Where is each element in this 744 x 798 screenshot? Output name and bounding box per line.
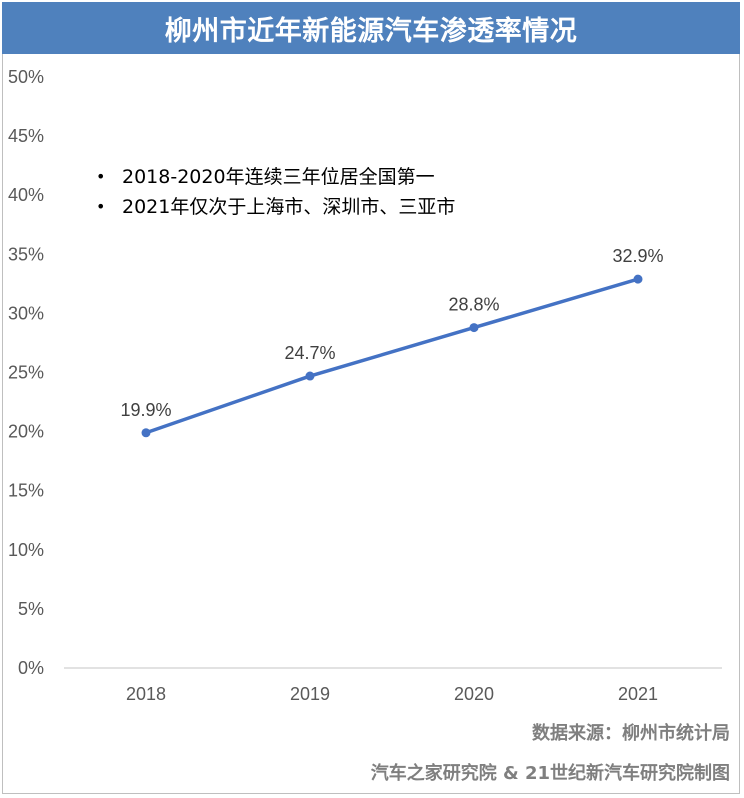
x-tick-label: 2018 [126,684,166,704]
y-tick-label: 5% [18,599,44,619]
y-tick-label: 40% [8,185,44,205]
note-item: • 2021年仅次于上海市、深圳市、三亚市 [96,192,455,222]
data-point [305,371,315,381]
note-item: • 2018-2020年连续三年位居全国第一 [96,162,455,192]
series-line [145,277,639,435]
y-tick-label: 20% [8,422,44,442]
data-labels: 19.9% 24.7% 28.8% 32.9% [120,246,663,420]
data-point [141,428,151,438]
data-label: 32.9% [612,246,663,266]
chart-credit: 汽车之家研究院 & 21世纪新汽车研究院制图 [370,763,730,784]
data-points [141,274,643,438]
data-label: 24.7% [284,343,335,363]
data-source: 数据来源：柳州市统计局 [532,723,730,744]
y-tick-label: 25% [8,363,44,383]
data-label: 28.8% [448,295,499,315]
x-tick-label: 2021 [618,684,658,704]
y-tick-label: 10% [8,540,44,560]
y-tick-label: 30% [8,303,44,323]
data-point [633,274,643,284]
note-text: 2018-2020年连续三年位居全国第一 [122,166,435,188]
x-axis-ticks: 2018 2019 2020 2021 [126,684,658,704]
notes-list: • 2018-2020年连续三年位居全国第一 • 2021年仅次于上海市、深圳市… [96,162,455,222]
y-tick-label: 0% [18,658,44,678]
y-tick-label: 50% [8,67,44,87]
chart-title: 柳州市近年新能源汽车渗透率情况 [2,2,740,54]
y-tick-label: 45% [8,126,44,146]
y-axis-ticks: 0% 5% 10% 15% 20% 25% 30% 35% 40% 45% 50% [8,67,44,678]
note-text: 2021年仅次于上海市、深圳市、三亚市 [122,196,456,218]
data-label: 19.9% [120,400,171,420]
y-tick-label: 15% [8,481,44,501]
bullet-icon: • [96,197,106,216]
y-tick-label: 35% [8,244,44,264]
x-tick-label: 2020 [454,684,494,704]
data-point [469,323,479,333]
x-tick-label: 2019 [290,684,330,704]
bullet-icon: • [96,167,106,186]
